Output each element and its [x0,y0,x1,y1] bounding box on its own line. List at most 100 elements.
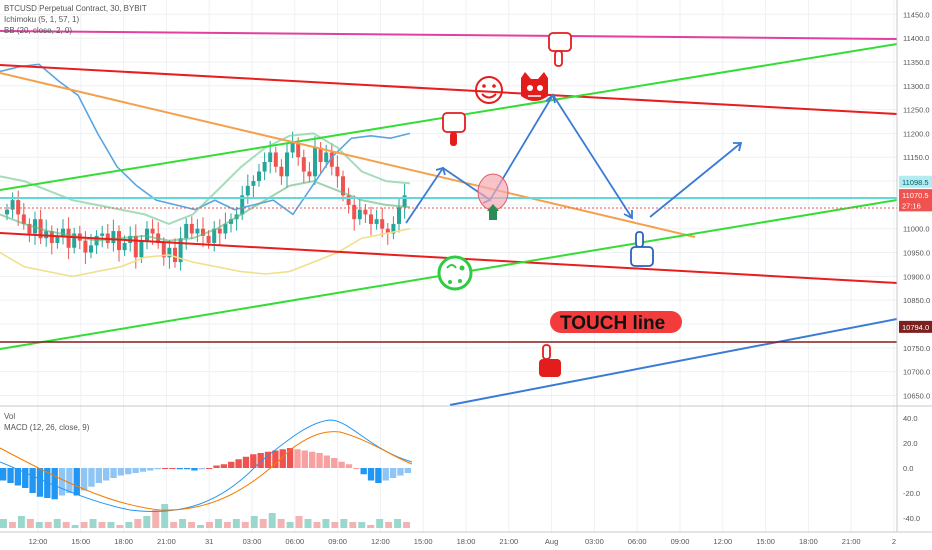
macd-histogram-bar [125,468,132,475]
volume-bar [26,519,34,528]
time-tick-label: 18:00 [114,537,133,546]
macd-histogram-bar [58,468,66,496]
volume-bar [152,510,160,528]
candle-body [402,195,407,208]
candle-body [279,166,284,177]
candle-body [161,243,166,258]
volume-bar [17,516,25,528]
volume-bar [53,519,61,528]
macd-histogram-bar [88,468,95,487]
time-tick-label: 21:00 [499,537,518,546]
macd-histogram-bar [154,468,161,470]
macd-histogram-bar [44,468,51,498]
volume-bar [0,519,7,528]
macd-histogram-bar [309,451,316,468]
macd-histogram-bar [235,459,242,468]
volume-bar [197,525,204,528]
candle-body [111,231,116,243]
macd-histogram-bar [353,468,360,469]
time-tick-label: 15:00 [414,537,433,546]
macd-line [0,419,413,513]
volume-bar [214,519,222,528]
macd-histogram-bar [316,453,323,468]
macd-histogram-bar [375,468,382,483]
price-tick-label: 11150.0 [903,153,929,162]
macd-histogram-bar [183,468,191,470]
ichimoku-legend: Ichimoku (5, 1, 57, 1) [4,15,80,24]
price-tick-label: 11450.0 [903,10,930,19]
macd-histogram-bar [110,468,117,478]
price-badge [899,189,932,202]
volume-bar [331,522,339,528]
price-tick-label: 10850.0 [903,296,930,305]
candle-body [251,181,256,186]
volume-bar [376,519,384,528]
volume-bar [340,519,348,528]
macd-histogram-bar [66,468,73,493]
volume-bar [322,519,330,528]
candle-body [100,233,105,236]
candle-body [324,152,329,162]
volume-bar [268,513,276,528]
candle-body [184,223,189,239]
candle-body [133,235,138,258]
candle-body [66,228,71,248]
candle-body [27,223,32,234]
macd-histogram-bar [397,468,404,476]
time-tick-label: 12:00 [371,537,390,546]
volume-bar [35,522,43,528]
price-tick-label: 11350.0 [903,58,930,67]
volume-bar [358,522,366,528]
price-badge-label: 27:16 [902,201,921,210]
price-badge [899,199,932,212]
macd-axis: 40.0 20.0 0.0 -20.0 -40.0 [903,414,920,523]
macd-histogram-bar [279,449,286,468]
candle-body [307,171,312,177]
volume-bar [277,519,285,528]
pointing-down-hand-icon-2 [442,112,466,146]
time-tick-label: 12:00 [713,537,732,546]
candle-body [369,214,373,224]
macd-histogram-bar [345,464,353,468]
time-tick-label: 21:00 [842,537,861,546]
candle-body [195,228,200,234]
time-tick-label: Aug [545,537,558,546]
volume-bar [250,516,258,528]
time-tick-label: 12:00 [29,537,48,546]
candle-body [145,228,149,241]
macd-histogram-bar [73,468,80,496]
time-tick-label: 15:00 [71,537,90,546]
volume-bar [71,525,79,528]
macd-histogram-bar [103,468,110,481]
macd-histogram-bar [117,468,125,476]
macd-pane [0,419,413,528]
macd-legend: MACD (12, 26, close, 9) [4,423,90,432]
time-tick-label: 09:00 [671,537,690,546]
time-tick-label: 2 [892,537,896,546]
volume-bar [62,522,70,528]
volume-bar [98,522,106,528]
macd-histogram-bar [389,468,397,478]
time-tick-label: 21:00 [157,537,176,546]
candle-body [363,209,368,215]
volume-bar [125,522,133,528]
price-tick-label: 10950.0 [903,249,930,258]
price-axis: 11450.0 11400.0 11350.0 11300.0 11250.0 11200… [896,0,932,532]
candle-body [240,195,245,215]
candle-body [178,238,183,263]
volume-bar [179,519,187,528]
price-badge-label: 11098.5 [902,178,929,187]
candle-body [122,243,127,251]
macd-histogram-bar [301,450,308,468]
pointing-up-hand-icon [630,231,654,267]
macd-histogram-bar [198,468,205,470]
candle-body [150,228,155,234]
time-tick-label: 18:00 [457,537,476,546]
candle-body [189,223,194,234]
magenta-resistance-line [0,30,898,40]
time-axis: 12:00 15:00 18:00 21:00 31 03:00 06:00 09:00 12:… [29,537,896,546]
time-tick-label: 31 [205,537,213,546]
candle-body [21,214,26,224]
candle-body [296,142,301,158]
price-tick-label: 10700.0 [903,368,930,377]
